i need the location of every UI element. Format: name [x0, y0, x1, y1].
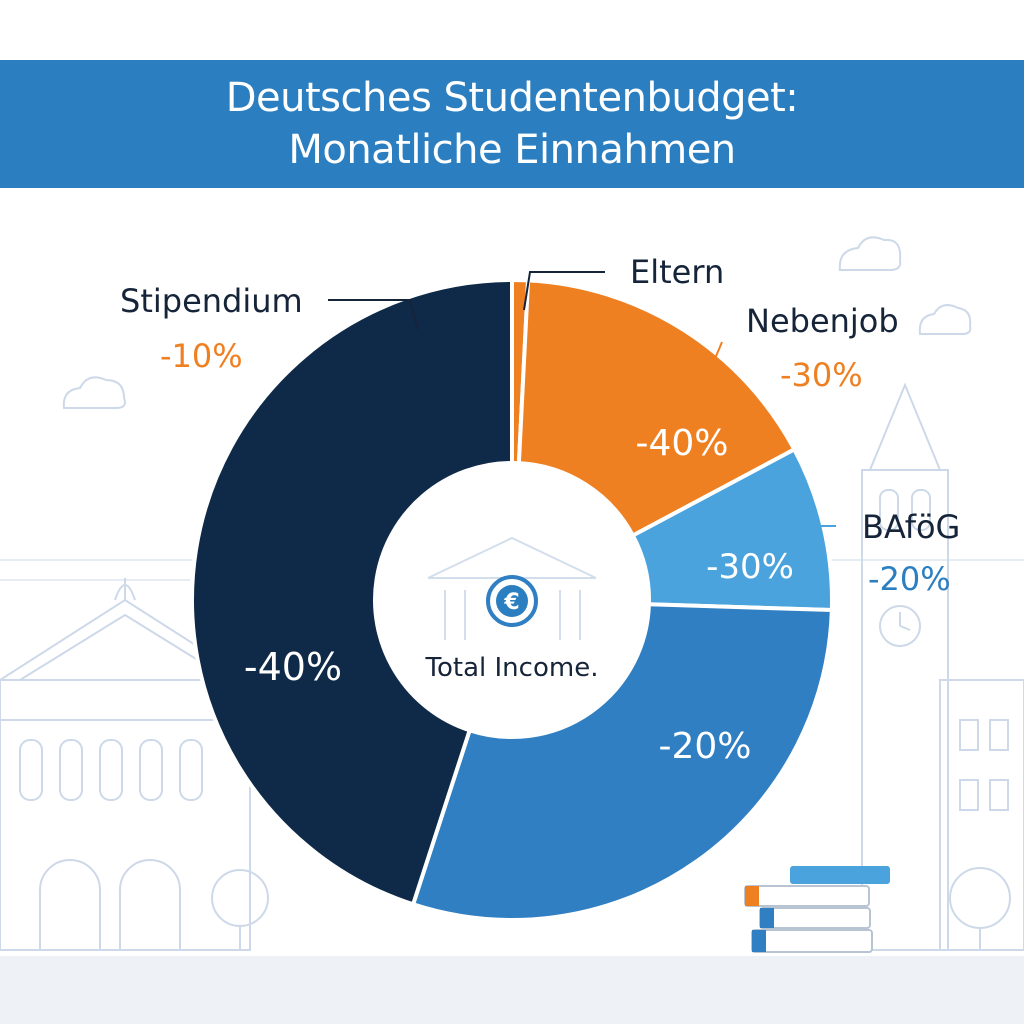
leader-line-eltern	[523, 271, 605, 311]
books-stack-icon	[744, 866, 890, 953]
leader-line-nebenjob	[705, 341, 723, 381]
outer-label-eltern: Eltern	[630, 253, 724, 291]
outer-value-bafoeg: -20%	[868, 560, 951, 598]
clock-tower	[861, 382, 1024, 951]
cloud-icon	[838, 236, 902, 271]
hole-building-sketch	[427, 536, 597, 640]
outer-label-nebenjob: Nebenjob	[746, 302, 899, 340]
slice-label-bafoeg: -30%	[706, 547, 794, 587]
donut-slices	[190, 277, 834, 922]
chart-title-line-2: Monatliche Einnahmen	[288, 127, 736, 173]
svg-text:€: €	[503, 590, 519, 615]
tree-illustration	[211, 867, 1011, 950]
cloud-icon	[62, 376, 126, 409]
leader-line-bafoeg	[769, 525, 836, 535]
cloud-icon	[918, 304, 972, 335]
outer-label-stipendium: Stipendium	[120, 282, 303, 320]
chart-title-line-1: Deutsches Studentenbudget:	[225, 75, 799, 121]
slice-label-nebenjob: -40%	[635, 423, 728, 464]
euro-coin-icon: €	[486, 575, 538, 627]
title-banner: Deutsches Studentenbudget: Monatliche Ei…	[0, 60, 1024, 188]
center-label: Total Income.	[425, 653, 599, 683]
slice-label-stipendium: -40%	[244, 645, 342, 689]
outer-label-bafoeg: BAföG	[862, 508, 960, 546]
outer-value-stipendium: -10%	[160, 337, 243, 375]
leader-line-stipendium	[328, 299, 419, 331]
leader-lines	[328, 271, 836, 535]
outer-value-nebenjob: -30%	[780, 356, 863, 394]
slice-label-mid-blue: -20%	[658, 726, 751, 767]
